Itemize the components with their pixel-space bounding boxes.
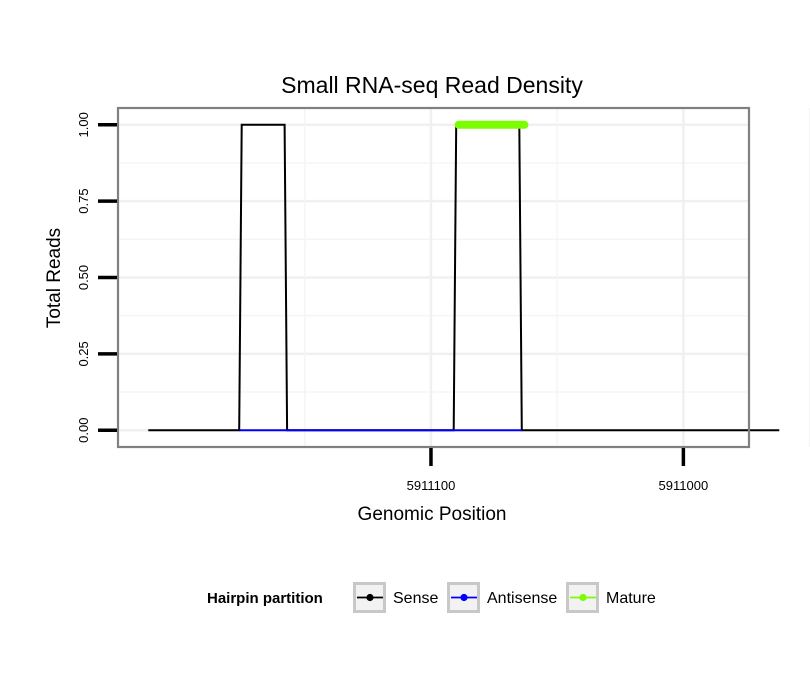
y-tick-label: 0.75 (76, 188, 91, 213)
x-tick-label: 5911000 (659, 478, 709, 493)
legend-marker-sense (366, 593, 374, 602)
x-tick-label: 5911100 (407, 478, 456, 493)
y-axis: 0.00 0.25 0.50 0.75 1.00 (76, 112, 117, 443)
y-tick-label: 0.25 (76, 341, 91, 366)
legend-label-sense: Sense (393, 590, 438, 607)
legend-marker-antisense (460, 593, 468, 602)
legend: Hairpin partition Sense Antisense Mature (207, 582, 656, 613)
y-axis-title: Total Reads (44, 228, 65, 328)
legend-label-mature: Mature (606, 590, 656, 607)
series-layer (148, 120, 780, 432)
y-tick-label: 0.50 (76, 265, 91, 290)
x-axis: 5911100 5911000 (407, 448, 709, 493)
grid-lines (118, 108, 810, 447)
plot-border (116, 106, 751, 449)
legend-marker-mature (579, 593, 587, 602)
x-axis-title: Genomic Position (358, 504, 507, 525)
legend-key-antisense (447, 582, 480, 613)
chart-title: Small RNA-seq Read Density (281, 72, 583, 98)
y-tick-label: 0.00 (76, 418, 91, 443)
legend-title: Hairpin partition (207, 590, 323, 607)
legend-label-antisense: Antisense (487, 590, 557, 607)
y-tick-label: 1.00 (76, 112, 91, 137)
